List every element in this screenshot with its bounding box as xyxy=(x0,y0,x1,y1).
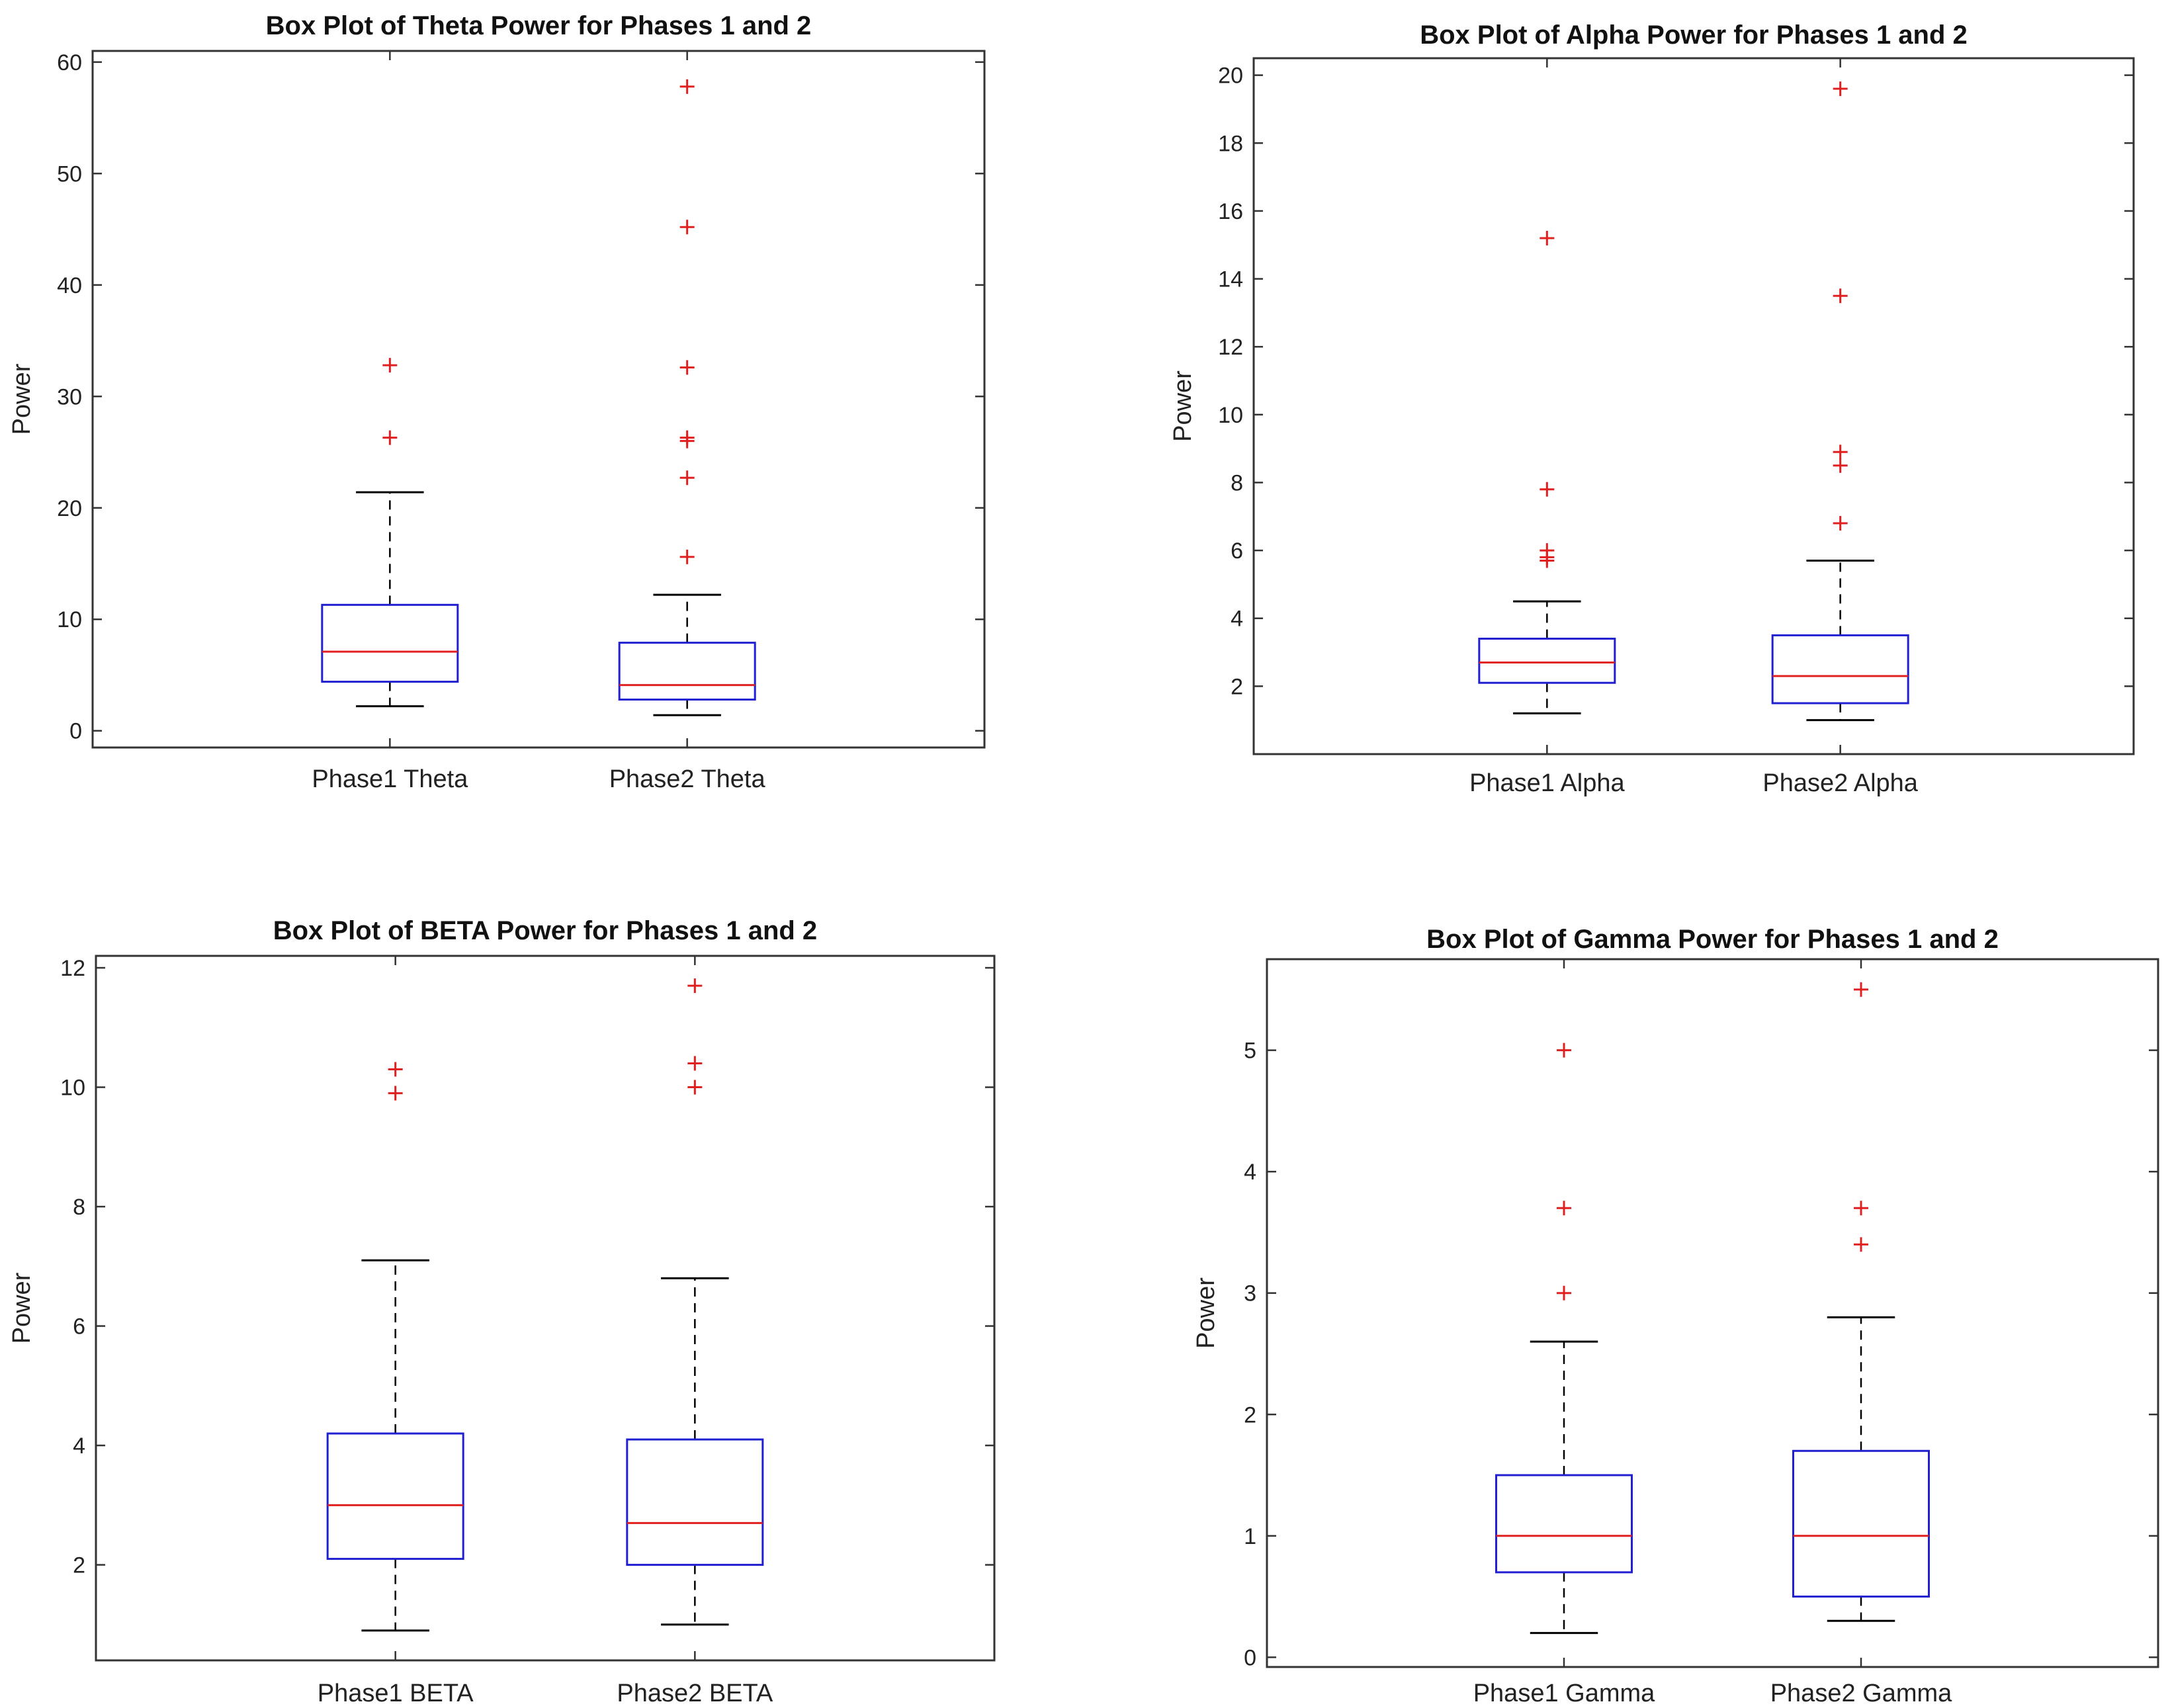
outlier-marker xyxy=(1833,458,1848,473)
iqr-box xyxy=(1478,638,1616,684)
outlier-marker xyxy=(1854,1201,1868,1216)
outlier-marker xyxy=(1854,982,1868,997)
chart-title: Box Plot of Alpha Power for Phases 1 and… xyxy=(1420,21,1968,50)
iqr-box xyxy=(1792,1449,1930,1598)
y-tick-label: 20 xyxy=(57,496,82,521)
outlier-marker xyxy=(388,1086,403,1101)
outlier-marker xyxy=(1557,1201,1571,1216)
outlier-marker xyxy=(1540,230,1555,245)
y-tick-label: 60 xyxy=(57,50,82,75)
outlier-marker xyxy=(382,430,398,445)
y-tick-label: 50 xyxy=(57,161,82,187)
outlier-marker xyxy=(679,220,695,235)
y-axis-label: Power xyxy=(1169,370,1197,442)
outlier-marker xyxy=(1833,288,1848,304)
box-2 xyxy=(618,79,756,716)
outlier-marker xyxy=(679,430,695,445)
box-2 xyxy=(1771,81,1909,722)
y-tick-label: 10 xyxy=(57,607,82,632)
y-tick-label: 4 xyxy=(1244,1160,1256,1185)
chart-title: Box Plot of Gamma Power for Phases 1 and… xyxy=(1426,925,1999,954)
chart-panel-2: Box Plot of Alpha Power for Phases 1 and… xyxy=(1169,21,2135,797)
y-tick-label: 14 xyxy=(1218,267,1243,292)
iqr-box xyxy=(1771,634,1909,705)
y-tick-label: 20 xyxy=(1218,64,1243,89)
box-1 xyxy=(1495,1043,1633,1635)
x-category-label: Phase2 BETA xyxy=(617,1680,773,1707)
box-1 xyxy=(321,358,459,708)
y-axis-label: Power xyxy=(8,1272,36,1344)
iqr-box xyxy=(321,603,459,683)
y-tick-label: 8 xyxy=(73,1195,85,1220)
outlier-marker xyxy=(1540,543,1555,558)
y-tick-label: 0 xyxy=(1244,1645,1256,1670)
x-category-label: Phase2 Theta xyxy=(609,765,766,793)
outlier-marker xyxy=(382,358,398,373)
y-tick-label: 8 xyxy=(1231,470,1243,495)
outlier-marker xyxy=(687,1080,703,1095)
chart-title: Box Plot of BETA Power for Phases 1 and … xyxy=(273,916,817,945)
chart-panel-4: Box Plot of Gamma Power for Phases 1 and… xyxy=(1192,925,2159,1707)
y-tick-label: 2 xyxy=(1231,674,1243,699)
outlier-marker xyxy=(687,1056,703,1071)
y-tick-label: 10 xyxy=(1218,403,1243,428)
iqr-box xyxy=(618,642,756,701)
chart-panel-3: Box Plot of BETA Power for Phases 1 and … xyxy=(8,916,996,1707)
y-axis-label: Power xyxy=(1192,1277,1220,1349)
outlier-marker xyxy=(388,1062,403,1077)
y-tick-label: 12 xyxy=(1218,335,1243,360)
box-2 xyxy=(626,978,764,1626)
chart-title: Box Plot of Theta Power for Phases 1 and… xyxy=(266,11,812,40)
outlier-marker xyxy=(1833,81,1848,97)
y-tick-label: 2 xyxy=(73,1553,85,1578)
outlier-marker xyxy=(679,470,695,486)
x-category-label: Phase1 Gamma xyxy=(1473,1680,1655,1707)
x-category-label: Phase2 Gamma xyxy=(1770,1680,1952,1707)
outlier-marker xyxy=(679,360,695,375)
x-category-label: Phase1 Theta xyxy=(312,765,468,793)
y-tick-label: 16 xyxy=(1218,199,1243,224)
outlier-marker xyxy=(1833,516,1848,531)
plot-area-frame xyxy=(1266,958,2159,1668)
x-category-label: Phase1 BETA xyxy=(318,1680,474,1707)
box-1 xyxy=(1478,230,1616,714)
y-tick-label: 1 xyxy=(1244,1524,1256,1549)
y-tick-label: 2 xyxy=(1244,1402,1256,1428)
y-tick-label: 12 xyxy=(60,956,85,981)
iqr-box xyxy=(1495,1474,1633,1574)
y-tick-label: 6 xyxy=(73,1314,85,1340)
y-tick-label: 0 xyxy=(69,719,82,744)
box-1 xyxy=(326,1062,464,1632)
y-tick-label: 4 xyxy=(73,1433,85,1459)
iqr-box xyxy=(626,1438,764,1566)
outlier-marker xyxy=(1557,1285,1571,1301)
y-tick-label: 18 xyxy=(1218,131,1243,156)
outlier-marker xyxy=(687,978,703,994)
y-tick-label: 4 xyxy=(1231,607,1243,632)
outlier-marker xyxy=(1557,1043,1571,1058)
iqr-box xyxy=(326,1432,464,1560)
chart-panel-1: Box Plot of Theta Power for Phases 1 and… xyxy=(8,11,986,793)
y-tick-label: 5 xyxy=(1244,1039,1256,1064)
outlier-marker xyxy=(1854,1237,1868,1252)
y-tick-label: 6 xyxy=(1231,538,1243,564)
x-category-label: Phase1 Alpha xyxy=(1469,769,1625,797)
plot-area-frame xyxy=(95,955,996,1662)
outlier-marker xyxy=(1540,482,1555,497)
plot-area-frame xyxy=(1252,57,2135,755)
y-tick-label: 3 xyxy=(1244,1281,1256,1306)
y-tick-label: 10 xyxy=(60,1076,85,1101)
y-tick-label: 40 xyxy=(57,273,82,298)
y-axis-label: Power xyxy=(8,363,36,435)
outlier-marker xyxy=(679,79,695,94)
outlier-marker xyxy=(1833,445,1848,460)
y-tick-label: 30 xyxy=(57,384,82,409)
box-2 xyxy=(1792,982,1930,1622)
outlier-marker xyxy=(679,549,695,564)
plot-area-frame xyxy=(91,50,986,749)
x-category-label: Phase2 Alpha xyxy=(1762,769,1918,797)
